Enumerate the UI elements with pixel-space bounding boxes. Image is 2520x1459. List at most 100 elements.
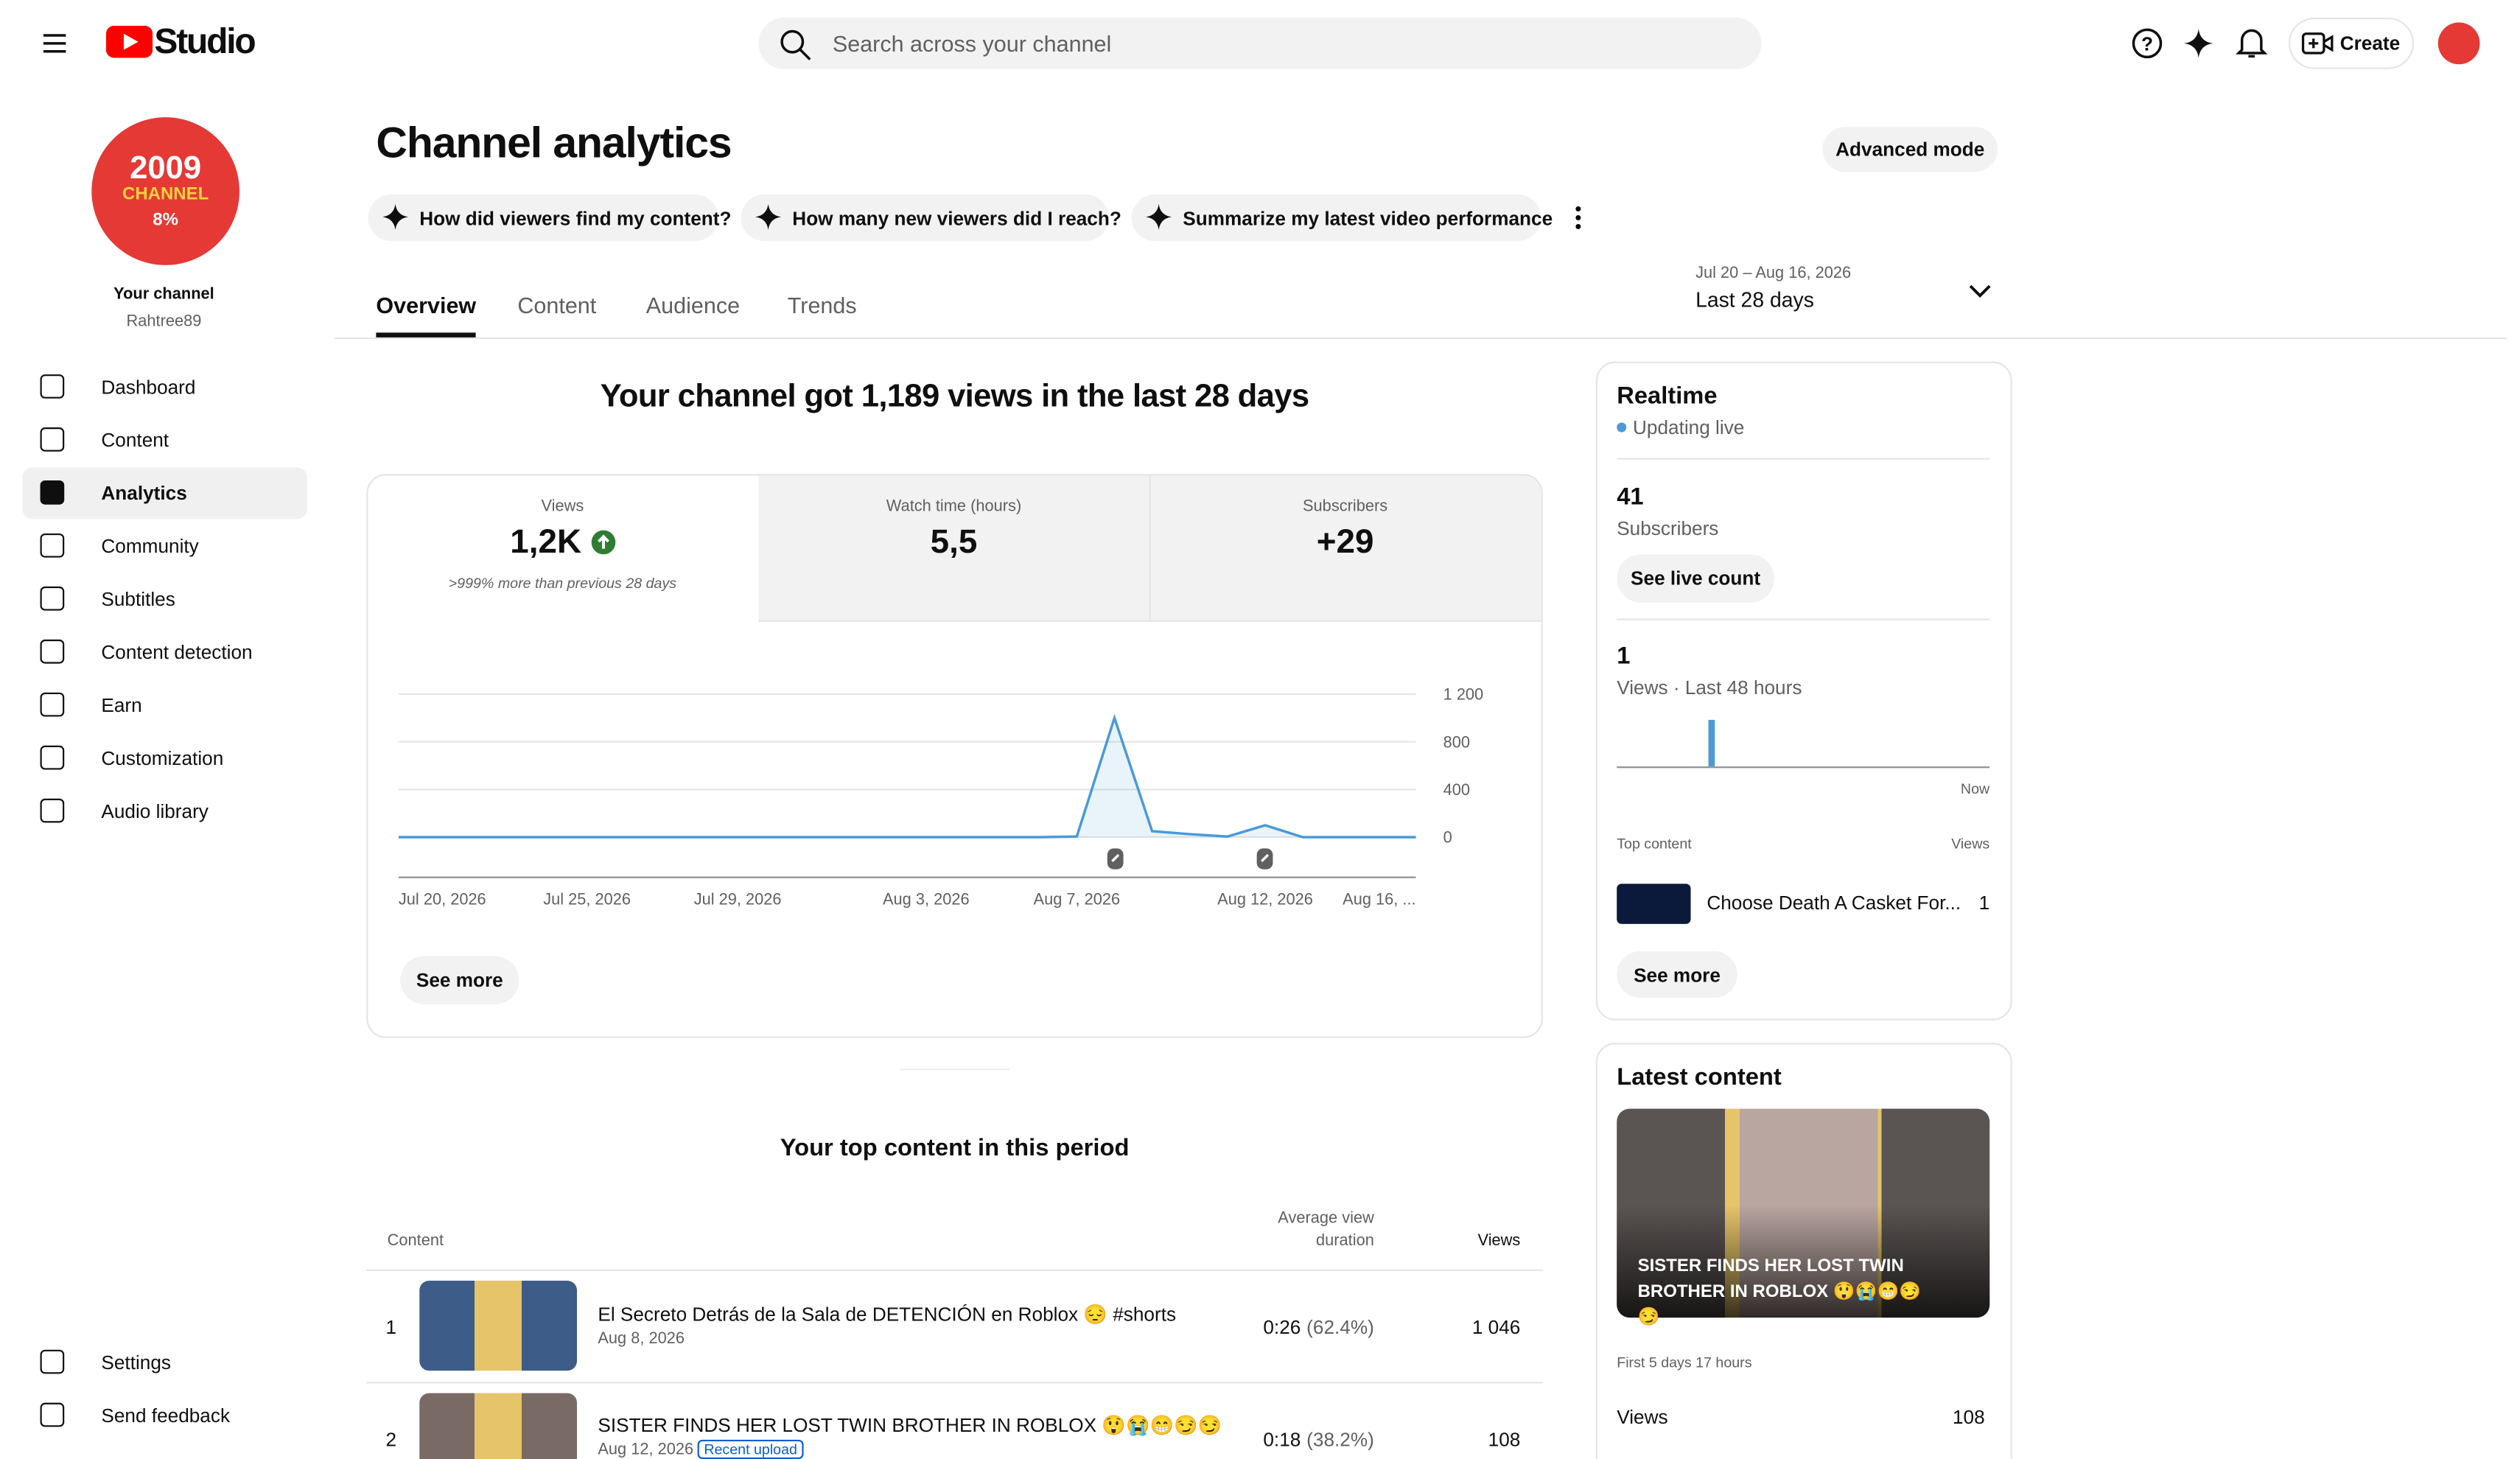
x-tick-label: Aug 7, 2026 [1034, 890, 1121, 909]
headline: Your channel got 1,189 views in the last… [600, 379, 1309, 415]
nav-item[interactable]: Audio library [101, 800, 209, 823]
account-avatar[interactable] [2437, 22, 2480, 65]
nav-item[interactable]: Subtitles [101, 588, 175, 611]
tab[interactable]: Trends [787, 292, 857, 318]
metric-label[interactable]: Subscribers [1303, 497, 1388, 516]
live-dot [1617, 422, 1627, 433]
metric-value[interactable]: 5,5 [930, 523, 978, 561]
page-title: Channel analytics [376, 119, 732, 167]
video-thumbnail[interactable] [419, 1280, 578, 1371]
row-divider [366, 1269, 1543, 1271]
nav-icon [40, 1349, 65, 1374]
prompt-chip[interactable]: How many new viewers did I reach? [741, 194, 1121, 242]
top-item-views: 1 [1978, 892, 1990, 914]
logo-text[interactable]: Studio [154, 21, 256, 61]
help-icon[interactable]: ? [2131, 27, 2163, 60]
nav-item[interactable]: Send feedback [101, 1404, 231, 1427]
nav-item[interactable]: Settings [101, 1351, 171, 1374]
y-tick-label: 0 [1443, 828, 1452, 847]
metric-separator [1149, 475, 1151, 620]
more-icon[interactable] [1572, 204, 1584, 233]
subscriber-count: 41 [1617, 483, 1644, 511]
dropdown-icon[interactable] [1969, 283, 1992, 299]
metric-label[interactable]: Watch time (hours) [886, 497, 1022, 516]
nav-item[interactable]: Content [101, 429, 169, 452]
realtime-views-label: Views · Last 48 hours [1617, 676, 1802, 699]
section-title: Your top content in this period [780, 1134, 1130, 1162]
card-title: Realtime [1617, 382, 1718, 410]
video-title[interactable]: SISTER FINDS HER LOST TWIN BROTHER IN RO… [598, 1413, 1222, 1437]
nav-item[interactable]: Content detection [101, 641, 253, 664]
date-range[interactable]: Jul 20 – Aug 16, 2026 [1695, 265, 1852, 283]
create-label[interactable]: Create [2339, 32, 2401, 55]
sparkle-icon [755, 203, 782, 230]
nav-icon [40, 798, 65, 823]
nav-icon [40, 1402, 65, 1427]
x-tick-label: Jul 25, 2026 [543, 890, 631, 909]
nav-item[interactable]: Earn [101, 694, 142, 717]
metric-value[interactable]: +29 [1316, 523, 1374, 561]
nav-item[interactable]: Dashboard [101, 376, 196, 399]
nav-icon [40, 480, 65, 505]
divider [900, 1068, 1009, 1071]
search-placeholder[interactable]: Search across your channel [832, 30, 1112, 57]
nav-item[interactable]: Customization [101, 746, 224, 770]
avatar-text: CHANNEL [122, 184, 209, 204]
period[interactable]: Last 28 days [1695, 287, 1814, 312]
sparkle-icon [1146, 203, 1172, 230]
see-more-button[interactable]: See more [400, 956, 519, 1004]
metric-value[interactable]: 1,2K [368, 524, 757, 562]
video-title[interactable]: El Secreto Detrás de la Sala de DETENCIÓ… [598, 1303, 1177, 1326]
y-tick-label: 800 [1443, 732, 1470, 751]
search-icon [780, 29, 811, 60]
x-tick-label: Jul 29, 2026 [694, 890, 782, 909]
column-header: Views [1477, 1232, 1521, 1250]
video-thumbnail[interactable] [419, 1393, 578, 1459]
realtime-bar [1708, 719, 1715, 767]
prompt-chip[interactable]: Summarize my latest video performance [1131, 194, 1553, 242]
latest-video-title[interactable]: SISTER FINDS HER LOST TWIN BROTHER IN RO… [1637, 1256, 1922, 1328]
nav-icon [40, 374, 65, 399]
nav-active-bg [22, 467, 307, 519]
video-thumbnail[interactable] [1617, 884, 1691, 924]
notifications-icon[interactable] [2236, 26, 2268, 61]
nav-icon [40, 533, 65, 558]
channel-label: Your channel [113, 286, 214, 304]
see-live-count-button[interactable]: See live count [1617, 554, 1774, 603]
latest-views: 108 [1952, 1406, 1985, 1429]
x-tick-label: Aug 3, 2026 [883, 890, 970, 909]
logo-icon[interactable] [105, 25, 153, 58]
nav-icon [40, 745, 65, 770]
channel-name: Rahtree89 [126, 313, 202, 332]
see-more-button[interactable]: See more [1617, 951, 1737, 998]
search-box[interactable] [758, 17, 1762, 69]
column-header: Content [387, 1232, 444, 1250]
divider [1617, 458, 1990, 460]
subscriber-label: Subscribers [1617, 517, 1719, 540]
channel-avatar[interactable] [91, 117, 239, 265]
nav-item[interactable]: Community [101, 535, 199, 558]
overview-card [366, 474, 1543, 1038]
tab[interactable]: Audience [645, 292, 741, 318]
create-button[interactable] [2288, 17, 2415, 69]
top-item-title[interactable]: Choose Death A Casket For... [1707, 892, 1961, 914]
row-divider [366, 1382, 1543, 1384]
metric-label[interactable]: Views [541, 497, 584, 516]
live-status: Updating live [1633, 416, 1745, 439]
tab[interactable]: Content [517, 292, 597, 318]
trend-up-icon [590, 530, 615, 555]
x-tick-label: Aug 12, 2026 [1217, 890, 1313, 909]
advanced-mode-button[interactable]: Advanced mode [1822, 127, 1998, 172]
tab[interactable]: Overview [376, 292, 477, 318]
menu-icon[interactable] [42, 30, 68, 56]
svg-text:?: ? [2141, 33, 2153, 55]
realtime-axis [1617, 766, 1990, 769]
nav-item[interactable]: Analytics [101, 482, 187, 505]
realtime-views: 1 [1617, 643, 1631, 671]
ai-icon[interactable] [2183, 27, 2215, 60]
prompt-chip[interactable]: How did viewers find my content? [368, 194, 731, 242]
views: 108 [1488, 1428, 1521, 1452]
top-content-label: Top content [1617, 835, 1692, 852]
y-tick-label: 400 [1443, 780, 1470, 799]
